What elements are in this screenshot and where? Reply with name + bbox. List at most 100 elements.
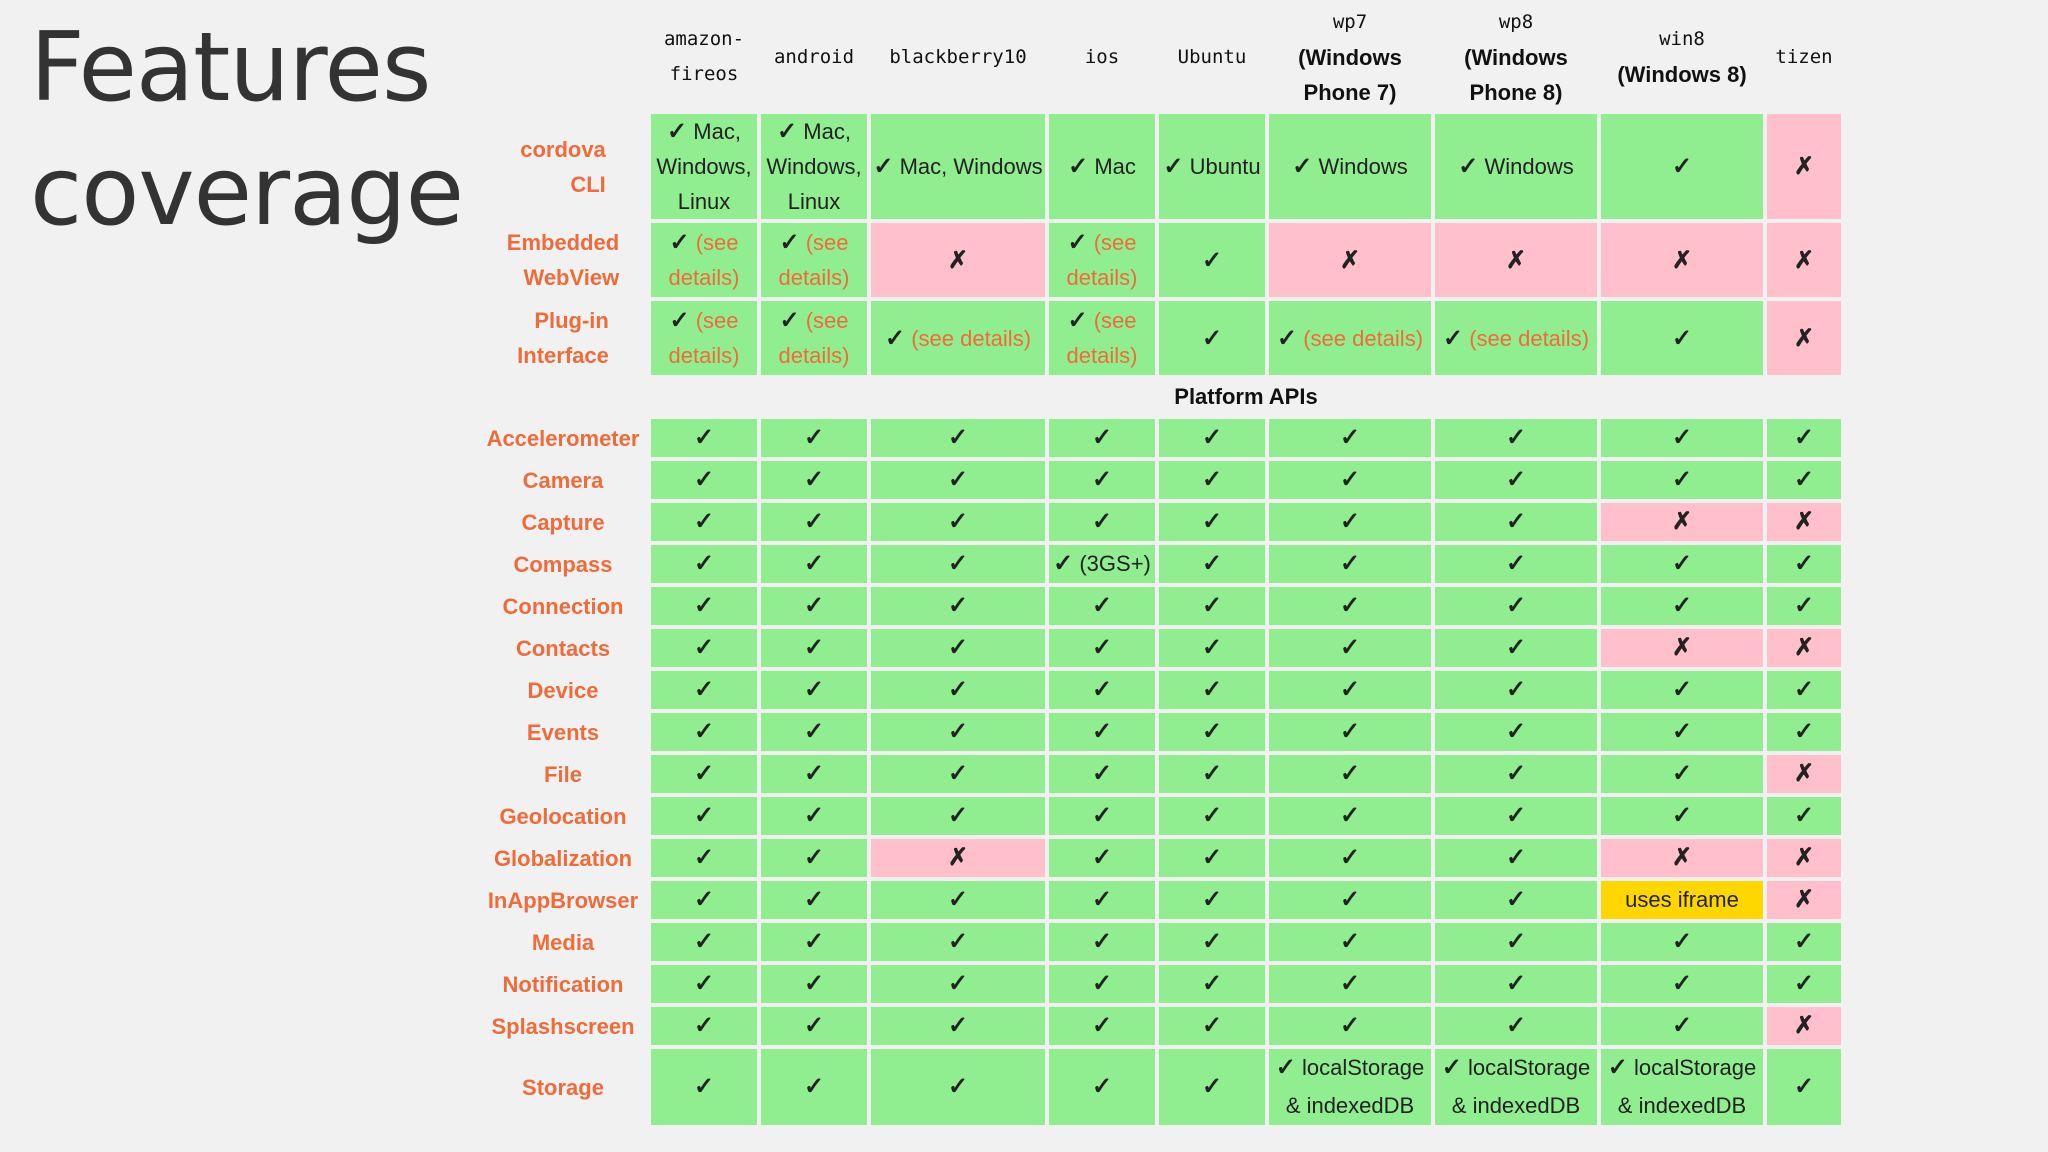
cell-tizen: ✗ bbox=[1767, 301, 1841, 375]
cell-android: ✓ bbox=[761, 461, 867, 499]
cell-amazon-fireos: ✓ (see details) bbox=[651, 223, 757, 297]
api-row-geolocation: Geolocation ✓ ✓ ✓ ✓ ✓ ✓ ✓ ✓ ✓ bbox=[479, 797, 1841, 835]
check-icon: ✓ bbox=[777, 118, 798, 145]
cell-wp7: ✓ bbox=[1269, 965, 1431, 1003]
check-icon: ✓ bbox=[1607, 1054, 1628, 1081]
cell-wp7: ✓ bbox=[1269, 1007, 1431, 1045]
row-label: Geolocation bbox=[499, 803, 627, 829]
check-icon: ✓ bbox=[1458, 153, 1479, 180]
cell-win8: ✓ bbox=[1601, 797, 1763, 835]
see-details-link[interactable]: (see details) bbox=[778, 230, 850, 290]
api-row-camera: Camera ✓ ✓ ✓ ✓ ✓ ✓ ✓ ✓ ✓ bbox=[479, 461, 1841, 499]
cell-tizen: ✓ bbox=[1767, 1049, 1841, 1125]
see-details-link[interactable]: (see details) bbox=[668, 230, 740, 290]
platform-code: wp7 bbox=[1332, 10, 1368, 33]
check-icon: ✓ bbox=[779, 307, 800, 334]
check-icon: ✓ bbox=[803, 634, 825, 661]
row-label: File bbox=[544, 761, 582, 787]
platform-header: amazon-fireos android blackberry10 ios Ubunt… bbox=[479, 4, 1841, 110]
see-details-link[interactable]: (see details) bbox=[1066, 230, 1138, 290]
row-label: Connection bbox=[502, 593, 624, 619]
cell-ubuntu: ✓ bbox=[1159, 587, 1265, 625]
cell-ios: ✓ bbox=[1049, 419, 1155, 457]
check-icon: ✓ bbox=[693, 424, 715, 451]
row-label: Embedded WebView bbox=[479, 223, 647, 297]
check-icon: ✓ bbox=[1505, 676, 1527, 703]
cell-blackberry10: ✓ (see details) bbox=[871, 301, 1045, 375]
cell-wp8: ✓ Windows bbox=[1435, 114, 1597, 219]
see-details-link[interactable]: (see details) bbox=[1463, 325, 1590, 351]
cell-ios: ✓ bbox=[1049, 965, 1155, 1003]
cell-amazon-fireos: ✓ bbox=[651, 503, 757, 541]
check-icon: ✓ bbox=[947, 466, 969, 493]
cell-ios: ✓ bbox=[1049, 671, 1155, 709]
check-icon: ✓ bbox=[1091, 424, 1113, 451]
cross-icon: ✗ bbox=[1671, 844, 1693, 871]
check-icon: ✓ bbox=[803, 592, 825, 619]
api-row-inappbrowser: InAppBrowser ✓ ✓ ✓ ✓ ✓ ✓ ✓ uses iframe ✗ bbox=[479, 881, 1841, 919]
slide-title-line-2: coverage bbox=[30, 137, 464, 247]
tool-row-cordova-cli: cordova CLI ✓ Mac, Windows, Linux ✓ Mac, Wi… bbox=[479, 114, 1841, 219]
cell-amazon-fireos: ✓ bbox=[651, 419, 757, 457]
cell-text: localStorage & indexedDB bbox=[1617, 1055, 1757, 1118]
check-icon: ✓ bbox=[693, 970, 715, 997]
cell-android: ✓ bbox=[761, 629, 867, 667]
cell-blackberry10: ✓ bbox=[871, 965, 1045, 1003]
see-details-link[interactable]: (see details) bbox=[1297, 325, 1424, 351]
cell-win8: ✓ bbox=[1601, 545, 1763, 583]
check-icon: ✓ bbox=[693, 592, 715, 619]
see-details-link[interactable]: (see details) bbox=[905, 325, 1032, 351]
check-icon: ✓ bbox=[1091, 1073, 1113, 1100]
cell-text: Mac, Windows, Linux bbox=[766, 119, 862, 214]
check-icon: ✓ bbox=[1793, 970, 1815, 997]
see-details-link[interactable]: (see details) bbox=[778, 308, 850, 368]
api-row-file: File ✓ ✓ ✓ ✓ ✓ ✓ ✓ ✓ ✗ bbox=[479, 755, 1841, 793]
check-icon: ✓ bbox=[1201, 246, 1223, 274]
cell-text: Mac, Windows bbox=[893, 154, 1043, 179]
cell-android: ✓ Mac, Windows, Linux bbox=[761, 114, 867, 219]
check-icon: ✓ bbox=[693, 802, 715, 829]
cell-amazon-fireos: ✓ (see details) bbox=[651, 301, 757, 375]
platform-header-tizen: tizen bbox=[1767, 4, 1841, 110]
cell-ios: ✓ bbox=[1049, 755, 1155, 793]
check-icon: ✓ bbox=[1201, 424, 1223, 451]
see-details-link[interactable]: (see details) bbox=[1066, 308, 1138, 368]
cross-icon: ✗ bbox=[1793, 886, 1815, 913]
platform-code: ios bbox=[1084, 45, 1120, 68]
check-icon: ✓ bbox=[803, 802, 825, 829]
cell-ubuntu: ✓ bbox=[1159, 419, 1265, 457]
check-icon: ✓ bbox=[803, 886, 825, 913]
platform-header-win8: win8 (Windows 8) bbox=[1601, 4, 1763, 110]
check-icon: ✓ bbox=[1339, 928, 1361, 955]
cell-ios: ✓ Mac bbox=[1049, 114, 1155, 219]
cell-ubuntu: ✓ bbox=[1159, 797, 1265, 835]
check-icon: ✓ bbox=[1276, 324, 1298, 352]
cell-ubuntu: ✓ bbox=[1159, 545, 1265, 583]
check-icon: ✓ bbox=[803, 1073, 825, 1100]
cross-icon: ✗ bbox=[1793, 844, 1815, 871]
see-details-link[interactable]: (see details) bbox=[668, 308, 740, 368]
cell-win8: ✓ bbox=[1601, 713, 1763, 751]
cell-wp8: ✓ bbox=[1435, 587, 1597, 625]
check-icon: ✓ bbox=[693, 634, 715, 661]
cell-wp7: ✓ bbox=[1269, 587, 1431, 625]
cell-wp8: ✓ bbox=[1435, 461, 1597, 499]
cell-tizen: ✓ bbox=[1767, 545, 1841, 583]
row-label-line: CLI bbox=[570, 171, 606, 197]
check-icon: ✓ bbox=[1091, 886, 1113, 913]
check-icon: ✓ bbox=[693, 676, 715, 703]
cell-ios: ✓ bbox=[1049, 797, 1155, 835]
cell-wp7: ✓ bbox=[1269, 923, 1431, 961]
check-icon: ✓ bbox=[1671, 802, 1693, 829]
check-icon: ✓ bbox=[1201, 718, 1223, 745]
cell-blackberry10: ✓ bbox=[871, 461, 1045, 499]
cell-android: ✓ bbox=[761, 545, 867, 583]
cell-win8: ✓ bbox=[1601, 587, 1763, 625]
cell-wp8: ✓ bbox=[1435, 797, 1597, 835]
check-icon: ✓ bbox=[947, 634, 969, 661]
platform-fullname: (Windows bbox=[1298, 44, 1402, 70]
cell-ubuntu: ✓ bbox=[1159, 881, 1265, 919]
cell-tizen: ✗ bbox=[1767, 881, 1841, 919]
cell-amazon-fireos: ✓ Mac, Windows, Linux bbox=[651, 114, 757, 219]
cell-amazon-fireos: ✓ bbox=[651, 839, 757, 877]
